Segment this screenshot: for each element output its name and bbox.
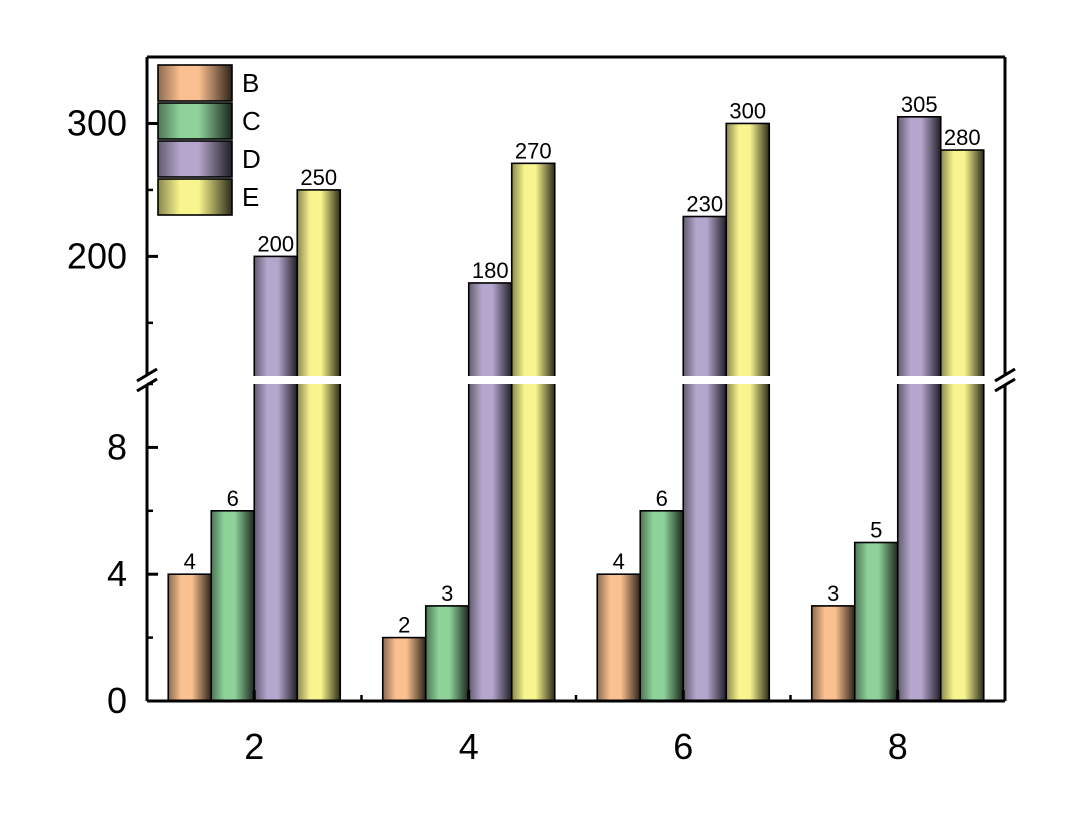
axis-break-gap [149,376,1003,384]
data-label-B-2: 4 [184,549,196,574]
data-label-C-2: 6 [227,486,239,511]
bar-D-2 [253,255,299,702]
legend-label-E: E [242,182,259,212]
y-tick-label-4: 4 [107,553,127,594]
y-tick-label-8: 8 [107,426,127,467]
y-tick-label-300: 300 [67,102,127,143]
data-label-E-4: 270 [515,138,552,163]
bar-C-4 [424,605,470,702]
data-label-C-6: 6 [656,486,668,511]
bar-B-6 [596,573,642,702]
legend-label-C: C [242,106,261,136]
data-label-C-4: 3 [441,581,453,606]
bar-D-8 [896,116,942,702]
bar-D-6 [682,215,728,702]
legend-swatch-E [157,178,233,216]
data-label-B-8: 3 [827,581,839,606]
data-label-E-2: 250 [300,165,337,190]
data-label-E-8: 280 [944,125,981,150]
y-tick-label-0: 0 [107,680,127,721]
right-break-marker [994,367,1016,393]
data-label-D-2: 200 [257,231,294,256]
bar-E-6 [725,122,771,702]
legend-swatch-D [157,140,233,178]
legend-label-D: D [242,144,261,174]
axes-layer: 0 4 8 200 300 2 4 6 8 [67,55,1016,767]
bar-B-4 [381,636,427,702]
legend-label-B: B [242,68,259,98]
data-label-D-8: 305 [901,92,938,117]
x-tick-label-2: 2 [244,726,264,767]
data-label-E-6: 300 [729,98,766,123]
data-label-B-4: 2 [398,613,410,638]
x-tick-label-8: 8 [888,726,908,767]
x-tick-label-4: 4 [459,726,479,767]
data-label-B-6: 4 [613,549,625,574]
bars-layer [167,116,985,702]
bar-C-6 [639,509,685,702]
x-tick-label-6: 6 [673,726,693,767]
bar-B-8 [810,605,856,702]
legend-swatch-C [157,102,233,140]
legend-swatch-B [157,64,233,102]
data-label-D-4: 180 [472,258,509,283]
bar-B-2 [167,573,213,702]
data-label-C-8: 5 [870,518,882,543]
bar-C-8 [853,541,899,702]
bar-C-2 [210,509,256,702]
data-label-D-6: 230 [686,192,723,217]
bar-E-8 [939,149,985,702]
bar-E-2 [296,189,342,702]
y-tick-label-200: 200 [67,235,127,276]
bar-E-4 [510,162,556,702]
bar-D-4 [467,282,513,702]
